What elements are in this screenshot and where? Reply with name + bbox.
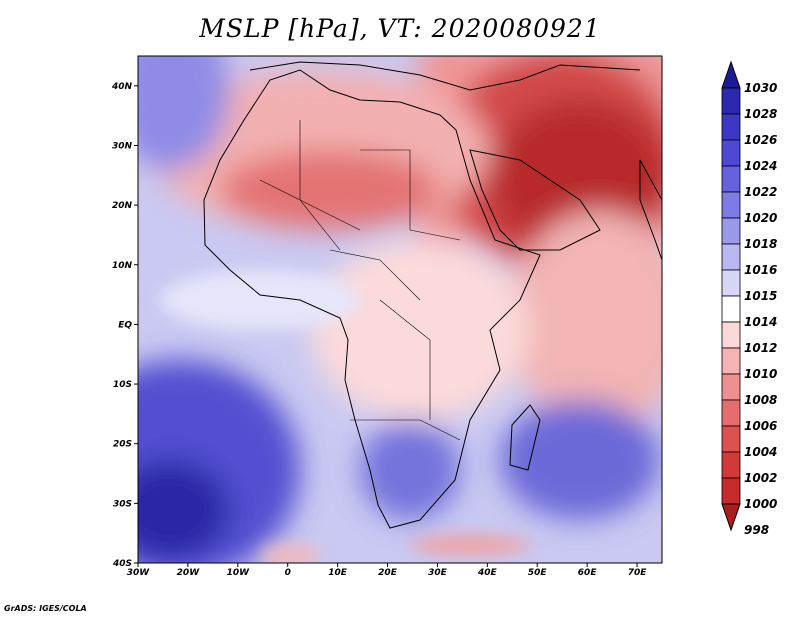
india-outline: [639, 159, 662, 261]
europe-coast: [249, 61, 641, 91]
x-tick-label: 50E: [528, 568, 548, 578]
y-tick-label: EQ: [118, 320, 132, 330]
x-tick-label: 0: [285, 568, 291, 578]
x-axis: 30W 20W 10W 0 10E 20E 30E 40E 50E 60E 70E: [127, 563, 647, 578]
chart-title: MSLP [hPa], VT: 2020080921: [199, 14, 601, 43]
x-tick-label: 40E: [477, 568, 498, 578]
colorbar-swatch: [721, 243, 741, 271]
colorbar-top-arrow: [721, 60, 741, 89]
colorbar-swatch: [721, 217, 741, 245]
y-axis: 40N 30N 20N 10N EQ 10S 20S 30S 40S: [111, 82, 138, 569]
colorbar-label: 1015: [744, 289, 777, 303]
pressure-field: [138, 56, 662, 563]
colorbar-swatch: [721, 399, 741, 427]
coastlines: [203, 61, 662, 529]
map-frame: [137, 55, 663, 564]
colorbar-label: 1006: [744, 419, 777, 433]
x-tick-label: 30W: [127, 568, 151, 578]
x-tick-label: 30E: [428, 568, 448, 578]
colorbar-swatch: [721, 347, 741, 375]
colorbar-swatch: [721, 269, 741, 297]
colorbar-label: 1004: [744, 445, 777, 459]
y-tick-label: 40S: [112, 559, 132, 569]
madagascar-outline: [509, 404, 541, 471]
x-tick-label: 10E: [328, 568, 348, 578]
colorbar-label: 1016: [744, 263, 777, 277]
colorbar-label: 1000: [744, 497, 777, 511]
y-tick-label: 30N: [112, 141, 133, 151]
colorbar-swatch: [721, 373, 741, 401]
colorbar-swatch: [721, 87, 741, 115]
colorbar-label: 998: [744, 523, 769, 537]
colorbar-swatch: [721, 425, 741, 453]
arabia-outline: [469, 149, 601, 251]
x-tick-label: 60E: [578, 568, 598, 578]
colorbar-label: 1012: [744, 341, 777, 355]
colorbar-label: 1008: [744, 393, 777, 407]
colorbar-label: 1014: [744, 315, 777, 329]
colorbar-label: 1018: [744, 237, 777, 251]
y-tick-label: 30S: [113, 499, 132, 509]
x-tick-label: 20W: [177, 568, 201, 578]
colorbar-swatch: [721, 191, 741, 219]
colorbar-label: 1022: [744, 185, 777, 199]
x-tick-label: 20E: [378, 568, 398, 578]
colorbar-label: 1002: [744, 471, 777, 485]
colorbar-swatch: [721, 295, 741, 323]
colorbar-label: 1030: [744, 81, 777, 95]
colorbar-label: 1024: [744, 159, 777, 173]
y-tick-label: 40N: [111, 82, 133, 92]
colorbar-label: 1010: [744, 367, 777, 381]
y-tick-label: 10S: [113, 380, 132, 390]
colorbar-label: 1020: [744, 211, 777, 225]
colorbar-swatch: [721, 321, 741, 349]
africa-outline: [203, 69, 541, 529]
colorbar-swatch: [721, 477, 741, 505]
credit-text: GrADS: IGES/COLA: [4, 604, 87, 613]
colorbar-label: 1026: [744, 133, 777, 147]
x-tick-label: 10W: [227, 568, 251, 578]
y-tick-label: 10N: [112, 261, 133, 271]
y-tick-label: 20S: [113, 440, 132, 450]
x-tick-label: 70E: [628, 568, 648, 578]
colorbar-swatch: [721, 165, 741, 193]
colorbar-swatch: [721, 113, 741, 141]
colorbar-swatch: [721, 451, 741, 479]
country-borders: [259, 120, 461, 441]
colorbar-bottom-arrow: [721, 503, 741, 532]
colorbar-swatch: [721, 139, 741, 167]
colorbar-label: 1028: [744, 107, 777, 121]
colorbar: 1030 1028 1026 1024 1022 1020 1018 1016 1015 1014…: [721, 60, 777, 537]
y-tick-label: 20N: [112, 201, 133, 211]
